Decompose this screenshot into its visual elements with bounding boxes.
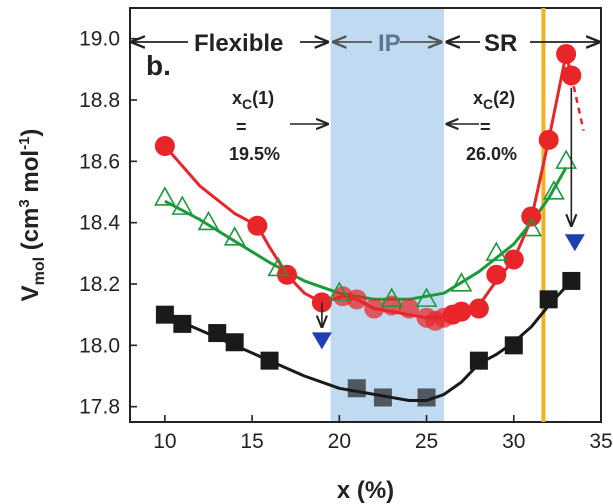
y-axis-title-part: V (17, 285, 44, 301)
data-point-triangle (171, 195, 194, 215)
y-tick-label: 17.8 (79, 396, 120, 419)
annotation-xc2-eq: = (480, 117, 491, 137)
annotation-arrows (132, 42, 599, 327)
data-point-square (208, 324, 227, 343)
data-point-triangle (520, 216, 543, 237)
data-point-square (504, 336, 523, 355)
annotation-xc1-value: 19.5% (229, 144, 280, 164)
data-point-triangle-down (311, 332, 332, 350)
y-tick-label: 18.0 (79, 334, 120, 357)
data-point-triangle (154, 186, 176, 206)
region-label-sr: SR (484, 30, 517, 57)
region-label-ip: IP (378, 30, 401, 57)
annotation-xc2-part: (2) (493, 88, 515, 108)
data-point-triangle (380, 287, 403, 307)
x-tick-label: 15 (240, 430, 263, 453)
annotation-xc1-part: C (242, 96, 252, 112)
x-tick-label: 25 (415, 430, 438, 453)
region-band-ip (330, 8, 444, 422)
data-point-triangle (267, 256, 290, 277)
data-point-square (373, 388, 392, 407)
x-tick-label: 35 (589, 430, 612, 453)
data-point-square (155, 305, 174, 324)
data-point-triangle (450, 272, 473, 292)
y-tick-label: 18.6 (79, 150, 120, 173)
panel-label: b. (146, 50, 171, 81)
data-point-square (562, 271, 581, 290)
y-axis-title-part: (cm (17, 208, 44, 257)
data-point-circle (154, 136, 175, 156)
data-point-circle (503, 249, 524, 270)
data-point-triangle (328, 281, 351, 301)
annotation-xc1-part: (1) (252, 88, 274, 108)
annotation-xc2-part: C (483, 96, 493, 112)
y-axis-title: Vmol (cm3 mol-1) (16, 129, 48, 302)
data-point-circle (556, 44, 577, 64)
x-tick-label: 30 (502, 430, 525, 453)
data-point-square (469, 351, 488, 370)
y-axis-title-part: -1 (16, 137, 33, 150)
y-axis-title-part: 3 (16, 199, 33, 207)
data-marks (154, 44, 585, 407)
data-point-circle (521, 206, 542, 227)
annotation-xc2: xC(2) (473, 88, 515, 112)
x-tick-label: 10 (153, 430, 176, 453)
text-layer: x (%)Vmol (cm3 mol-1)Flexible IP SRb.xC(1)… (16, 30, 517, 504)
region-layer (330, 8, 444, 422)
y-tick-label: 18.8 (79, 89, 120, 112)
y-tick-label: 18.4 (79, 212, 120, 235)
x-axis-title: x (%) (337, 477, 394, 504)
data-point-square (173, 314, 192, 333)
y-tick-label: 18.2 (79, 273, 120, 296)
y-axis-title-part: mol (17, 150, 44, 199)
data-point-triangle (415, 287, 438, 307)
data-point-circle (399, 298, 420, 319)
y-tick-label: 19.0 (79, 28, 120, 51)
data-point-square (417, 388, 436, 407)
data-point-triangle (485, 241, 508, 261)
data-point-triangle (543, 180, 565, 200)
data-point-square (260, 351, 279, 370)
y-axis-title-part: ) (17, 129, 44, 137)
extrapolation-dashed-line (570, 75, 585, 131)
data-point-triangle-down (564, 234, 585, 252)
data-point-square (225, 333, 244, 352)
x-tick-label: 20 (328, 430, 351, 453)
plot-frame (129, 7, 602, 423)
data-point-circle (451, 301, 472, 322)
data-point-square (539, 290, 558, 309)
annotation-xc2-value: 26.0% (466, 144, 517, 164)
region-label-flexible: Flexible (194, 30, 283, 57)
data-point-circle (364, 298, 385, 319)
annotation-xc1-part: x (232, 88, 242, 108)
annotation-xc2-part: x (473, 88, 483, 108)
y-axis-title-part: mol (31, 257, 48, 285)
data-point-circle (247, 215, 268, 236)
data-point-circle (346, 289, 367, 310)
data-point-triangle (197, 210, 220, 231)
data-point-circle (538, 129, 559, 150)
annotation-xc1: xC(1) (232, 88, 274, 112)
data-point-circle (561, 65, 582, 86)
axes-layer: 10 15 20 25 30 35 17.8 18.0 18.2 18.4 18.6 18.8 19.0 (79, 7, 613, 453)
annotation-xc1-eq: = (236, 117, 247, 137)
data-point-triangle (223, 226, 246, 246)
data-point-square (347, 379, 366, 398)
data-point-circle (468, 298, 489, 319)
data-point-triangle (555, 149, 577, 169)
data-point-circle (486, 264, 507, 285)
